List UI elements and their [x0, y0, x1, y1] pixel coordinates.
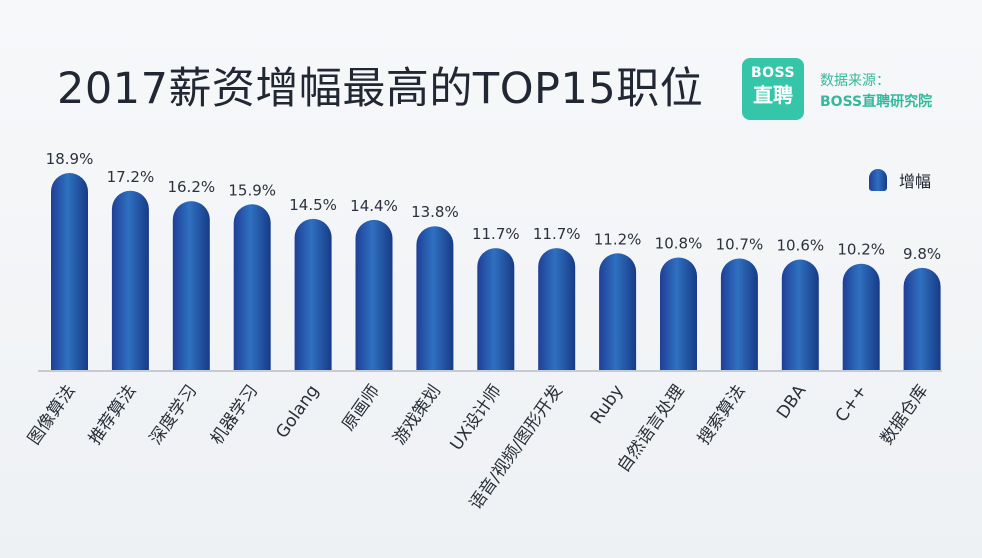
x-axis-label-8: UX设计师	[446, 381, 505, 454]
x-axis-label-6: 原画师	[338, 381, 384, 434]
value-label-15: 9.8%	[903, 245, 941, 263]
boss-direct-text: 直聘	[753, 83, 793, 107]
bar-12	[720, 258, 758, 370]
chart-title: 2017薪资增幅最高的TOP15职位	[57, 64, 704, 114]
value-label-9: 11.7%	[533, 225, 581, 243]
x-axis-label-15: 数据仓库	[877, 381, 932, 448]
bar-6	[355, 219, 393, 370]
x-axis-label-2: 推荐算法	[85, 381, 140, 448]
value-label-7: 13.8%	[411, 203, 459, 221]
x-axis-label-13: DBA	[773, 381, 810, 423]
boss-logo-text: BOSS	[750, 65, 796, 81]
value-label-3: 16.2%	[167, 178, 215, 196]
bar-4	[233, 204, 271, 370]
x-axis-label-12: 搜索算法	[694, 381, 749, 448]
bar-5	[294, 218, 332, 370]
legend-swatch	[869, 169, 887, 191]
bar-10	[599, 253, 637, 370]
boss-logo: BOSS 直聘	[742, 58, 804, 120]
x-axis-label-5: Golang	[272, 381, 323, 442]
bar-11	[660, 257, 697, 370]
x-axis-label-3: 深度学习	[146, 381, 201, 448]
bar-13	[781, 259, 819, 370]
value-label-12: 10.7%	[716, 235, 764, 253]
legend-label: 增幅	[899, 172, 932, 191]
value-label-5: 14.5%	[289, 196, 337, 214]
value-label-4: 15.9%	[228, 181, 276, 199]
value-label-series: 18.9% 17.2% 16.2% 15.9% 14.5% 14.4% 13.8% 11.7%…	[46, 150, 941, 263]
x-axis-label-10: Ruby	[587, 381, 628, 427]
bar-3	[172, 201, 210, 370]
x-axis-label-1: 图像算法	[24, 381, 79, 448]
x-axis-labels: 图像算法 推荐算法 深度学习 机器学习 Golang 原画师 游戏策划 UX设计师语音/视频/…	[24, 381, 932, 514]
bar-14	[842, 263, 880, 370]
value-label-1: 18.9%	[46, 150, 94, 168]
x-axis-label-7: 游戏策划	[390, 381, 445, 448]
bar-8	[477, 248, 515, 370]
value-label-2: 17.2%	[107, 168, 155, 186]
data-source-label: 数据来源：	[820, 73, 890, 89]
value-label-8: 11.7%	[472, 225, 520, 243]
value-label-11: 10.8%	[655, 234, 703, 252]
bar-9	[538, 248, 576, 370]
bar-7	[416, 226, 454, 370]
value-label-14: 10.2%	[837, 241, 885, 259]
value-label-6: 14.4%	[350, 197, 398, 215]
x-axis-label-4: 机器学习	[207, 381, 262, 448]
bar-series	[51, 173, 941, 370]
value-label-13: 10.6%	[776, 237, 824, 255]
bar-15	[903, 267, 941, 370]
bar-1	[51, 173, 88, 370]
data-source: 数据来源： BOSS直聘研究院	[820, 71, 932, 113]
bar-2	[111, 190, 149, 370]
chart-legend: 增幅	[869, 168, 931, 192]
x-axis-label-14: C++	[832, 381, 872, 426]
data-source-name: BOSS直聘研究院	[820, 94, 933, 110]
value-label-10: 11.2%	[594, 230, 642, 248]
